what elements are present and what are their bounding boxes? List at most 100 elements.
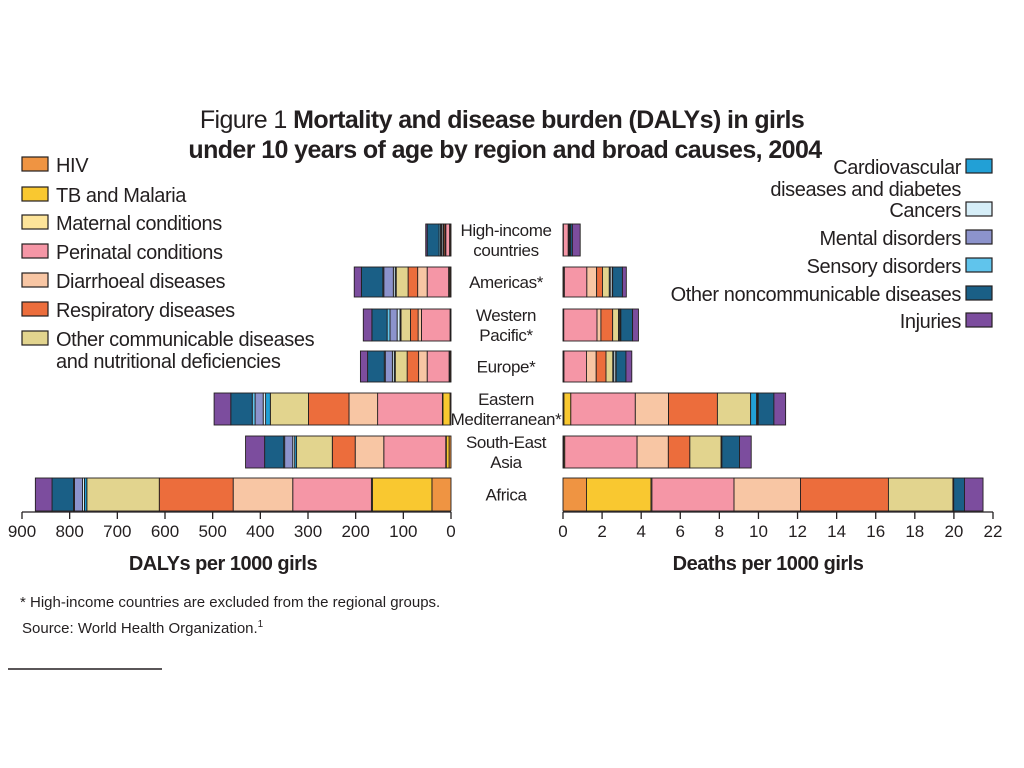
dalys-bar-europe bbox=[359, 350, 452, 383]
dalys-segment-respiratory bbox=[406, 350, 420, 383]
dalys-segment-respiratory bbox=[410, 308, 419, 342]
deaths-tick-label: 14 bbox=[827, 522, 846, 541]
dalys-segment-injuries bbox=[245, 435, 266, 469]
region-label-line: Americas* bbox=[469, 273, 544, 292]
dalys-segment-othercomm bbox=[400, 308, 411, 342]
deaths-segment-diarrhoeal bbox=[586, 266, 598, 298]
dalys-segment-perinatal bbox=[426, 350, 450, 383]
region-labels: High-income countries Americas* Western Paci… bbox=[451, 221, 563, 505]
legend-swatch-othercomm bbox=[21, 330, 49, 346]
chart-title-line1: Figure 1 Mortality and disease burden (D… bbox=[200, 106, 804, 134]
legend-label-line: Mental disorders bbox=[820, 228, 962, 250]
deaths-segment-othernon bbox=[757, 392, 775, 426]
region-label-line: Eastern bbox=[478, 390, 534, 409]
dalys-segment-othernon bbox=[264, 435, 285, 469]
deaths-segment-othernon bbox=[615, 350, 627, 383]
dalys-bar-americas bbox=[353, 266, 452, 298]
dalys-segment-respiratory bbox=[158, 477, 234, 512]
deaths-bar-western-pacific bbox=[562, 308, 639, 342]
region-label-europe: Europe* bbox=[477, 358, 536, 377]
deaths-segment-perinatal bbox=[564, 435, 638, 469]
dalys-bar-western-pacific bbox=[362, 308, 452, 342]
deaths-segment-injuries bbox=[739, 435, 752, 469]
legend-label-line: Respiratory diseases bbox=[56, 300, 235, 322]
dalys-segment-diarrhoeal bbox=[348, 392, 379, 426]
deaths-segment-diarrhoeal bbox=[596, 308, 602, 342]
deaths-tick-label: 16 bbox=[866, 522, 885, 541]
deaths-segment-respiratory bbox=[595, 350, 607, 383]
deaths-segment-perinatal bbox=[651, 477, 735, 512]
deaths-segment-cardio bbox=[750, 392, 757, 426]
dalys-segment-perinatal bbox=[377, 392, 443, 426]
legend-swatch-hiv bbox=[21, 156, 49, 172]
region-label-line: Mediterranean* bbox=[451, 410, 562, 429]
legend-label-line: TB and Malaria bbox=[56, 185, 187, 207]
deaths-tick-label: 10 bbox=[749, 522, 768, 541]
dalys-axis-title: DALYs per 1000 girls bbox=[129, 553, 318, 575]
dalys-segment-diarrhoeal bbox=[354, 435, 385, 469]
legend-label-mental: Mental disorders bbox=[820, 228, 962, 250]
deaths-segment-othercomm bbox=[716, 392, 752, 426]
legend-label-line: Other noncommunicable diseases bbox=[671, 284, 962, 306]
dalys-tick-label: 800 bbox=[55, 522, 83, 541]
region-label-line: South-East bbox=[466, 433, 547, 452]
dalys-tick-label: 0 bbox=[446, 522, 455, 541]
dalys-segment-injuries bbox=[213, 392, 232, 426]
deaths-segment-othernon bbox=[953, 477, 965, 512]
source-note: Source: World Health Organization.1 bbox=[22, 619, 264, 637]
dalys-segment-perinatal bbox=[292, 477, 372, 512]
deaths-tick-label: 4 bbox=[636, 522, 645, 541]
dalys-segment-diarrhoeal bbox=[232, 477, 294, 512]
deaths-bar-europe bbox=[562, 350, 633, 383]
dalys-tick-label: 600 bbox=[151, 522, 179, 541]
dalys-segment-injuries bbox=[359, 350, 369, 383]
dalys-bar-africa bbox=[34, 477, 452, 512]
legend-label-line: Perinatal conditions bbox=[56, 242, 223, 264]
region-label-line: countries bbox=[473, 241, 538, 260]
deaths-segment-othercomm bbox=[887, 477, 954, 512]
dalys-segment-perinatal bbox=[420, 308, 451, 342]
deaths-segment-injuries bbox=[773, 392, 787, 426]
dalys-segment-injuries bbox=[34, 477, 53, 512]
legend-swatch-mental bbox=[965, 229, 993, 245]
deaths-tick-label: 6 bbox=[676, 522, 685, 541]
dalys-tick-label: 100 bbox=[389, 522, 417, 541]
deaths-segment-respiratory bbox=[596, 266, 603, 298]
legend-label-line: Cancers bbox=[889, 200, 961, 222]
legend-label-tb: TB and Malaria bbox=[56, 185, 187, 207]
legend-right: Cardiovascular diseases and diabetesCance… bbox=[671, 157, 993, 333]
region-label-line: Pacific* bbox=[479, 326, 533, 345]
dalys-segment-diarrhoeal bbox=[417, 266, 428, 298]
legend-swatch-injuries bbox=[965, 312, 993, 328]
deaths-bar-eastern-mediterranean bbox=[562, 392, 787, 426]
dalys-segment-othernon bbox=[51, 477, 74, 512]
chart-title-prefix: Figure 1 bbox=[200, 106, 287, 134]
legend-label-line: Sensory disorders bbox=[807, 256, 962, 278]
dalys-segment-othercomm bbox=[394, 350, 408, 383]
dalys-segment-perinatal bbox=[445, 223, 451, 257]
deaths-segment-othernon bbox=[612, 266, 623, 298]
deaths-segment-othernon bbox=[620, 308, 634, 342]
region-label-south-east-asia: South-East Asia bbox=[466, 433, 547, 472]
deaths-segment-respiratory bbox=[800, 477, 889, 512]
legend-swatch-diarrhoeal bbox=[21, 272, 49, 288]
deaths-segment-perinatal bbox=[563, 308, 598, 342]
dalys-segment-othernon bbox=[426, 223, 440, 257]
region-label-line: Asia bbox=[490, 453, 522, 472]
legend-label-injuries: Injuries bbox=[900, 311, 962, 333]
deaths-bar-africa bbox=[562, 477, 984, 512]
deaths-segment-injuries bbox=[571, 223, 581, 257]
deaths-segment-tb bbox=[563, 392, 572, 426]
dalys-segment-othernon bbox=[360, 266, 384, 298]
legend-label-line: Other communicable diseases bbox=[56, 329, 315, 351]
legend-label-line: diseases and diabetes bbox=[770, 179, 961, 201]
legend-label-line: Diarrhoeal diseases bbox=[56, 271, 226, 293]
region-label-line: High-income bbox=[460, 221, 551, 240]
deaths-tick-label: 2 bbox=[597, 522, 606, 541]
dalys-tick-label: 700 bbox=[103, 522, 131, 541]
region-label-high-income-countries: High-income countries bbox=[460, 221, 551, 260]
dalys-segment-othernon bbox=[230, 392, 253, 426]
legend-label-sensory: Sensory disorders bbox=[807, 256, 962, 278]
deaths-segment-respiratory bbox=[667, 435, 691, 469]
deaths-bar-high-income-countries bbox=[562, 223, 581, 257]
